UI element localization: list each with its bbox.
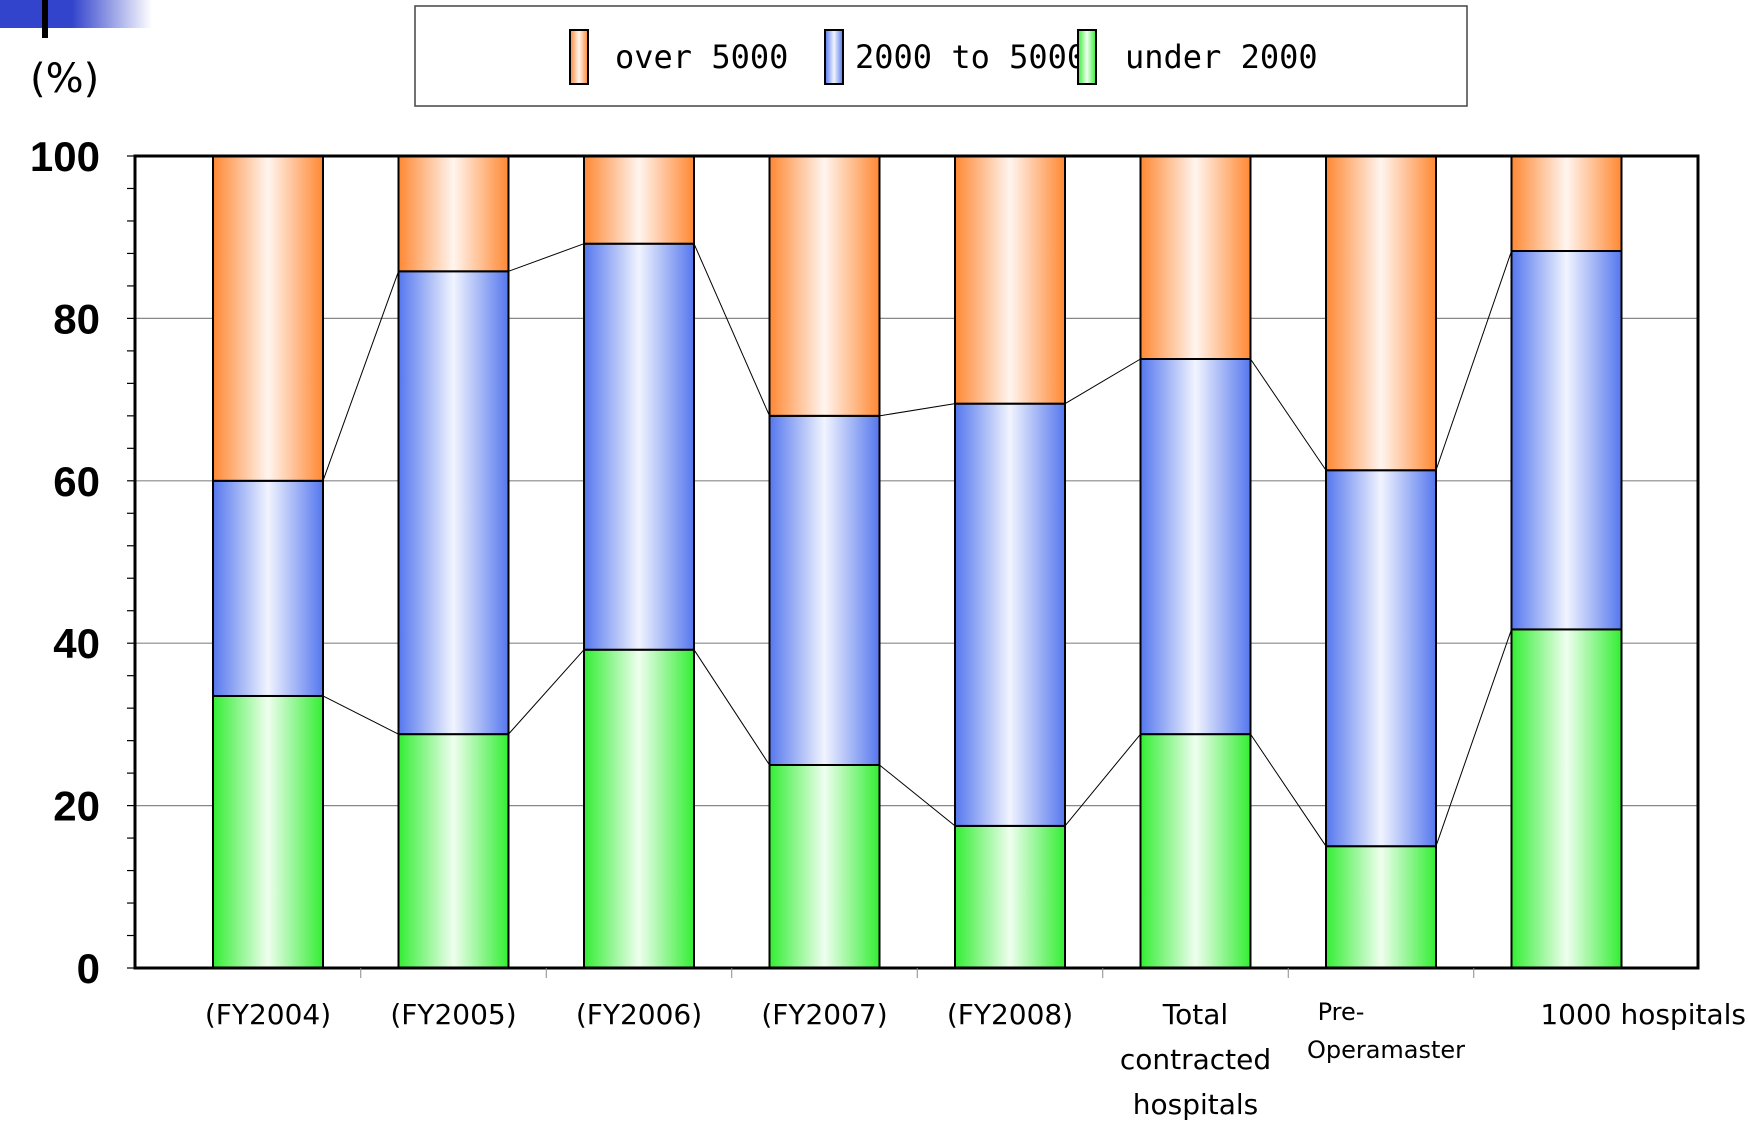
bar-segment — [768, 155, 881, 417]
bar-segment — [212, 479, 324, 697]
x-tick-label: Total — [1162, 998, 1228, 1031]
series-connector-line — [879, 764, 956, 827]
y-tick-label: 100 — [30, 133, 100, 180]
bar-segment — [954, 402, 1066, 827]
bar-segment — [212, 155, 324, 482]
x-tick-label: 1000 hospitals — [1540, 998, 1746, 1031]
x-tick-label: (FY2007) — [761, 998, 887, 1031]
x-tick-label: (FY2008) — [947, 998, 1073, 1031]
series-connector-line — [1435, 629, 1512, 847]
bar-segment — [397, 155, 510, 273]
y-tick-label: 60 — [53, 458, 100, 505]
y-tick-label: 80 — [53, 295, 100, 342]
bar-segment — [954, 155, 1066, 405]
series-connector-line — [1250, 733, 1327, 847]
bar-segment — [583, 648, 695, 969]
bar-segment — [1510, 155, 1623, 253]
legend-label: under 2000 — [1125, 38, 1318, 76]
bars — [212, 155, 1623, 970]
series-connector-line — [1250, 358, 1327, 471]
x-tick-label: hospitals — [1133, 1088, 1259, 1121]
corner-decoration — [0, 0, 72, 28]
x-tick-labels: (FY2004) (FY2005) (FY2006) (FY2007) (FY2008)… — [205, 998, 1746, 1121]
series-connector-line — [1064, 733, 1141, 827]
corner-decoration-bar — [42, 0, 48, 38]
series-connector-line — [1064, 358, 1141, 405]
series-connector-line — [1435, 250, 1512, 471]
legend-label: over 5000 — [615, 38, 788, 76]
bar-segment — [768, 414, 881, 766]
series-connector-line — [879, 403, 956, 417]
legend-label: 2000 to 5000 — [855, 38, 1086, 76]
bar-segment — [1139, 155, 1252, 360]
bar-segment — [583, 155, 695, 245]
legend-swatch — [1077, 29, 1097, 85]
y-tick-label: 0 — [77, 945, 100, 992]
series-connector-line — [693, 243, 770, 417]
y-tick-labels: 0 20 40 60 80 100 — [30, 133, 100, 992]
bar-segment — [397, 270, 510, 736]
series-connector-line — [508, 243, 585, 272]
series-connector-line — [693, 649, 770, 766]
x-tick-label: Operamaster — [1307, 1036, 1465, 1064]
grid-lines — [135, 155, 1698, 807]
bar-segment — [1510, 628, 1623, 969]
x-tick-label: (FY2004) — [205, 998, 331, 1031]
axes — [127, 154, 1700, 978]
plot-frame — [133, 154, 1700, 970]
legend: over 5000 2000 to 5000 under 2000 — [569, 29, 1318, 85]
x-tick-label: contracted — [1120, 1043, 1271, 1076]
legend-swatch — [824, 29, 844, 85]
bar-segment — [212, 694, 324, 969]
bar-segment — [954, 824, 1066, 970]
x-tick-label: (FY2006) — [576, 998, 702, 1031]
bar-segment — [397, 733, 510, 969]
bar-segment — [1139, 733, 1252, 969]
bar-segment — [1325, 469, 1437, 848]
y-tick-label: 20 — [53, 783, 100, 830]
legend-swatch — [569, 29, 589, 85]
series-connector-line — [322, 271, 399, 481]
series-connector-line — [322, 695, 399, 735]
bar-segment — [768, 764, 881, 969]
bar-segment — [583, 242, 695, 651]
y-unit-label: (%) — [30, 56, 99, 102]
series-connector-line — [508, 649, 585, 735]
bar-segment — [1325, 845, 1437, 970]
legend-box — [414, 5, 1468, 107]
y-tick-label: 40 — [53, 620, 100, 667]
x-tick-label: Pre- — [1318, 998, 1365, 1026]
bar-segment — [1510, 250, 1623, 631]
bar-segment — [1325, 155, 1437, 472]
x-tick-label: (FY2005) — [390, 998, 516, 1031]
connector-lines — [322, 243, 1512, 847]
bar-segment — [1139, 358, 1252, 736]
corner-decoration-fade — [72, 0, 152, 28]
